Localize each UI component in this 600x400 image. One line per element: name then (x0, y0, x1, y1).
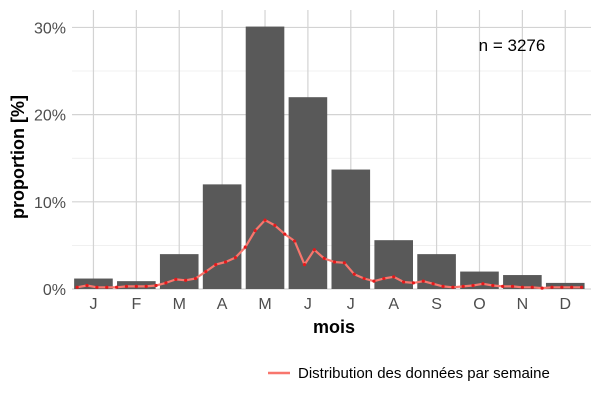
weekly-point (382, 276, 386, 281)
weekly-point (352, 272, 356, 276)
weekly-point (451, 285, 455, 289)
weekly-point (471, 283, 475, 288)
x-tick-label: J (347, 296, 355, 313)
y-tick-label: 10% (34, 195, 66, 212)
weekly-point (95, 285, 99, 289)
x-tick-label: S (431, 296, 442, 313)
weekly-point (570, 285, 574, 289)
weekly-distribution-line (76, 219, 582, 290)
x-tick-label: O (473, 296, 485, 313)
weekly-point (193, 276, 198, 281)
weekly-point (491, 283, 495, 288)
bar (74, 278, 113, 289)
weekly-point (550, 285, 554, 289)
weekly-point (501, 284, 505, 288)
weekly-point (540, 286, 544, 290)
weekly-point (530, 285, 534, 289)
bar-layer (74, 26, 585, 290)
bar (545, 282, 585, 289)
x-tick-label: J (304, 296, 312, 313)
bar (374, 240, 413, 289)
weekly-point (214, 262, 218, 267)
weekly-point (243, 245, 247, 249)
weekly-point (75, 285, 79, 289)
weekly-point (154, 283, 158, 288)
bar (417, 254, 456, 289)
weekly-point (184, 278, 188, 282)
x-tick-label: F (131, 296, 141, 313)
legend: Distribution des données par semaine (268, 365, 550, 382)
weekly-point (293, 239, 297, 243)
x-axis-title: mois (313, 317, 355, 337)
x-tick-label: J (89, 296, 97, 313)
y-tick-label: 30% (34, 20, 66, 37)
x-tick-label: M (173, 296, 186, 313)
weekly-point (312, 248, 316, 252)
weekly-point (263, 218, 267, 222)
y-axis-title: proportion [%] (8, 95, 28, 219)
weekly-point (283, 232, 287, 236)
weekly-point (223, 260, 228, 264)
weekly-point (461, 284, 465, 288)
weekly-point (342, 261, 346, 265)
y-tick-label: 20% (34, 108, 66, 125)
x-tick-label: M (258, 296, 271, 313)
weekly-point (372, 279, 376, 283)
x-tick-label: A (217, 296, 228, 313)
weekly-point (233, 256, 238, 260)
weekly-point (204, 269, 208, 274)
weekly-point (144, 284, 148, 288)
weekly-point (134, 284, 138, 288)
weekly-line-layer (75, 218, 584, 290)
weekly-point (441, 284, 445, 288)
weekly-point (302, 262, 307, 267)
legend-label: Distribution des données par semaine (298, 365, 550, 382)
weekly-point (579, 285, 584, 289)
y-tick-label: 0% (43, 282, 66, 299)
weekly-point (431, 282, 435, 286)
weekly-point (481, 282, 485, 286)
weekly-point (362, 276, 366, 281)
weekly-point (401, 280, 406, 284)
bar (202, 184, 242, 289)
weekly-point (273, 223, 277, 227)
bar (288, 97, 328, 289)
weekly-point (124, 284, 129, 288)
weekly-point (105, 285, 109, 289)
weekly-point (253, 228, 257, 233)
weekly-point (174, 277, 178, 282)
weekly-point (332, 260, 337, 264)
weekly-point (411, 281, 416, 285)
y-tick-labels: 0% 10% 20% 30% (34, 20, 66, 299)
weekly-point (164, 281, 168, 285)
weekly-point (115, 285, 119, 289)
weekly-point (392, 275, 396, 279)
bar (245, 26, 285, 290)
weekly-point (560, 285, 564, 289)
weekly-point (510, 284, 515, 288)
weekly-point (85, 283, 89, 288)
x-tick-label: A (388, 296, 399, 313)
weekly-point (322, 256, 326, 261)
weekly-point (520, 285, 524, 289)
x-tick-label: D (559, 296, 571, 313)
x-tick-label: N (517, 296, 529, 313)
weekly-point (421, 279, 425, 283)
sample-size-annotation: n = 3276 (479, 36, 546, 55)
